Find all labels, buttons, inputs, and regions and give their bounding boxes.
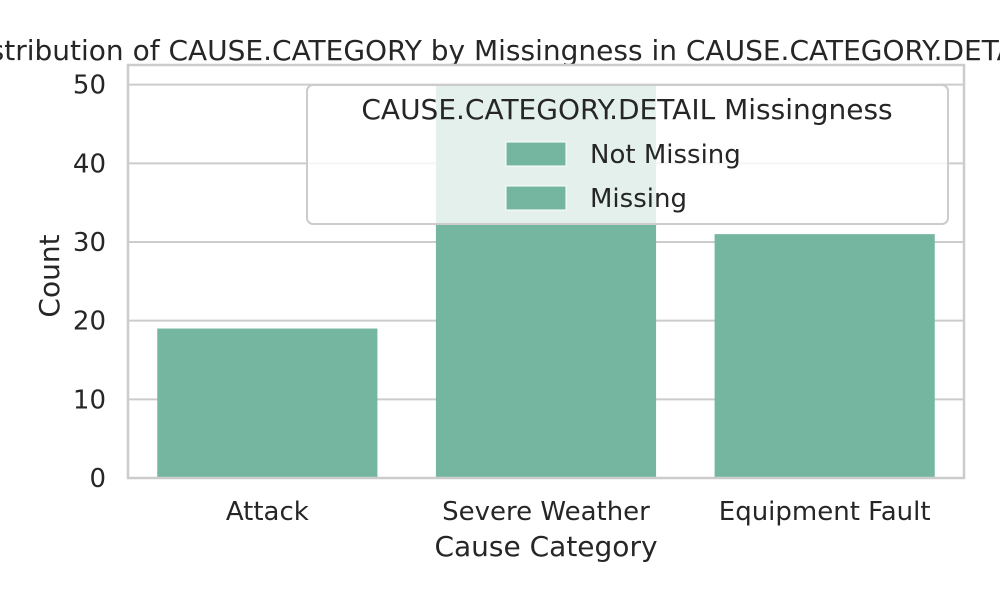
legend-title: CAUSE.CATEGORY.DETAIL Missingness — [361, 93, 892, 126]
legend: CAUSE.CATEGORY.DETAIL Missingness Not Mi… — [306, 84, 949, 225]
y-tick-label: 10 — [73, 385, 106, 415]
y-tick-label: 0 — [89, 464, 106, 494]
y-tick-label: 30 — [73, 228, 106, 258]
x-tick-label: Equipment Fault — [719, 497, 931, 527]
x-tick-label: Attack — [226, 497, 309, 527]
plot-frame — [126, 63, 966, 480]
x-tick-labels: Attack Severe Weather Equipment Fault — [226, 497, 931, 527]
legend-swatch — [505, 141, 567, 167]
x-tick-label: Severe Weather — [442, 497, 650, 527]
legend-swatch — [505, 185, 567, 211]
y-tick-label: 40 — [73, 149, 106, 179]
legend-entries: Not Missing Missing — [505, 140, 741, 214]
legend-box — [306, 84, 949, 225]
y-tick-label: 50 — [73, 71, 106, 101]
axes — [126, 63, 966, 480]
legend-label: Missing — [590, 184, 687, 214]
y-axis-label: Count — [33, 234, 66, 317]
chart-title: Distribution of CAUSE.CATEGORY by Missin… — [0, 34, 1000, 67]
bar-equipment-fault — [714, 234, 935, 478]
legend-label: Not Missing — [590, 140, 741, 170]
bar-attack — [157, 328, 378, 478]
y-tick-labels: 0 10 20 30 40 50 — [73, 71, 106, 494]
x-axis-label: Cause Category — [434, 530, 657, 563]
y-tick-label: 20 — [73, 307, 106, 337]
